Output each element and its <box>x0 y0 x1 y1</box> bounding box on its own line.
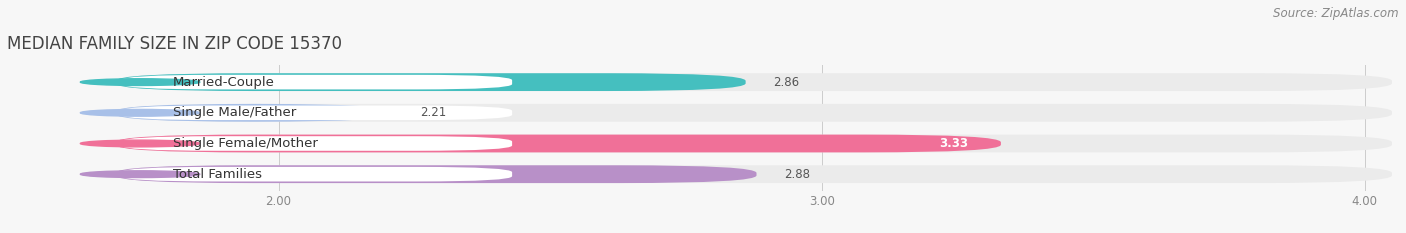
FancyBboxPatch shape <box>115 73 745 91</box>
FancyBboxPatch shape <box>121 106 512 120</box>
Text: 2.88: 2.88 <box>783 168 810 181</box>
FancyBboxPatch shape <box>115 104 1392 122</box>
Text: Single Female/Mother: Single Female/Mother <box>173 137 318 150</box>
Text: Source: ZipAtlas.com: Source: ZipAtlas.com <box>1274 7 1399 20</box>
FancyBboxPatch shape <box>121 167 512 182</box>
Text: 2.86: 2.86 <box>773 76 799 89</box>
FancyBboxPatch shape <box>115 165 1392 183</box>
Text: Total Families: Total Families <box>173 168 262 181</box>
FancyBboxPatch shape <box>115 135 1392 152</box>
Text: MEDIAN FAMILY SIZE IN ZIP CODE 15370: MEDIAN FAMILY SIZE IN ZIP CODE 15370 <box>7 35 342 53</box>
Text: 3.33: 3.33 <box>939 137 969 150</box>
FancyBboxPatch shape <box>115 135 1001 152</box>
Text: 2.21: 2.21 <box>420 106 446 119</box>
Text: Single Male/Father: Single Male/Father <box>173 106 295 119</box>
FancyBboxPatch shape <box>121 75 512 89</box>
FancyBboxPatch shape <box>115 165 756 183</box>
FancyBboxPatch shape <box>121 136 512 151</box>
Circle shape <box>80 110 200 116</box>
Text: Married-Couple: Married-Couple <box>173 76 274 89</box>
Circle shape <box>80 171 200 178</box>
FancyBboxPatch shape <box>115 73 1392 91</box>
Circle shape <box>80 79 200 86</box>
FancyBboxPatch shape <box>115 104 392 122</box>
Circle shape <box>80 140 200 147</box>
